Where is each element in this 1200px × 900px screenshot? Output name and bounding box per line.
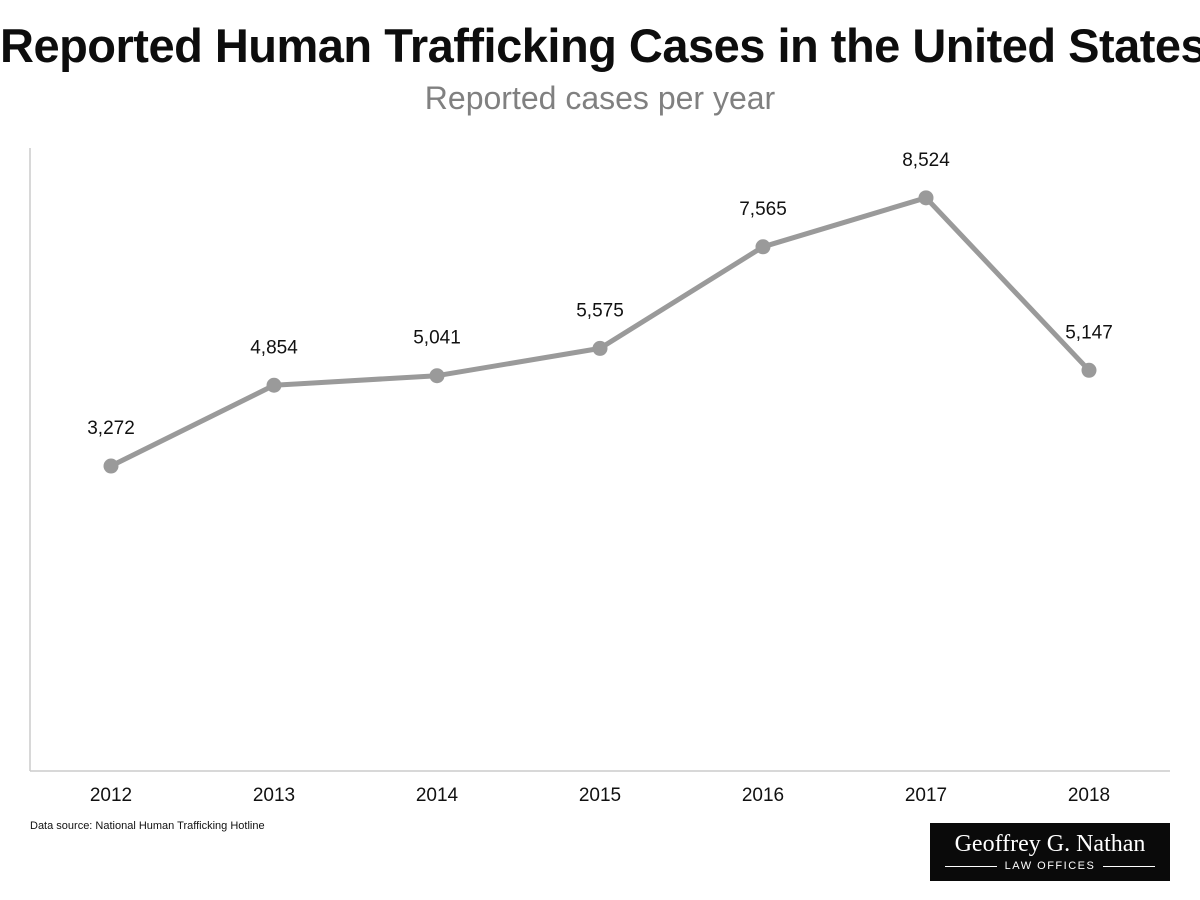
data-point-2013 (266, 377, 282, 393)
logo-subtitle-text: LAW OFFICES (1004, 860, 1096, 872)
data-label-2016: 7,565 (739, 199, 787, 220)
data-label-2017: 8,524 (902, 150, 950, 171)
x-tick-label-2013: 2013 (253, 785, 295, 806)
data-label-2013: 4,854 (250, 337, 298, 358)
data-point-2014 (429, 368, 445, 384)
x-tick-label-2015: 2015 (579, 785, 621, 806)
data-point-2018 (1081, 362, 1097, 378)
x-axis-tick-labels: 2012 2013 2014 2015 2016 2017 2018 (90, 785, 1110, 806)
chart-subtitle: Reported cases per year (424, 80, 776, 116)
x-tick-label-2012: 2012 (90, 785, 132, 806)
data-label-2014: 5,041 (413, 328, 461, 349)
data-point-2015 (592, 340, 608, 356)
logo-rule-right (1103, 865, 1156, 867)
chart-title: Reported Human Trafficking Cases in the … (0, 19, 1200, 72)
data-label-2015: 5,575 (576, 300, 624, 321)
data-points (103, 190, 1097, 474)
x-tick-label-2018: 2018 (1068, 785, 1110, 806)
data-source-note: Data source: National Human Trafficking … (30, 820, 265, 832)
data-labels: 3,272 4,854 5,041 5,575 7,565 8,524 5,147 (87, 150, 1113, 439)
data-label-2012: 3,272 (87, 418, 135, 439)
x-tick-label-2014: 2014 (416, 785, 459, 806)
logo-subtitle: LAW OFFICES (930, 860, 1170, 872)
data-point-2016 (755, 239, 771, 255)
data-label-2018: 5,147 (1065, 322, 1113, 343)
data-point-2017 (918, 190, 934, 206)
x-tick-label-2017: 2017 (905, 785, 947, 806)
data-point-2012 (103, 458, 119, 474)
x-tick-label-2016: 2016 (742, 785, 784, 806)
logo-name: Geoffrey G. Nathan (954, 831, 1146, 857)
law-office-logo: Geoffrey G. Nathan LAW OFFICES (930, 823, 1170, 881)
logo-rule-left (944, 865, 997, 867)
series-line (108, 195, 1092, 469)
